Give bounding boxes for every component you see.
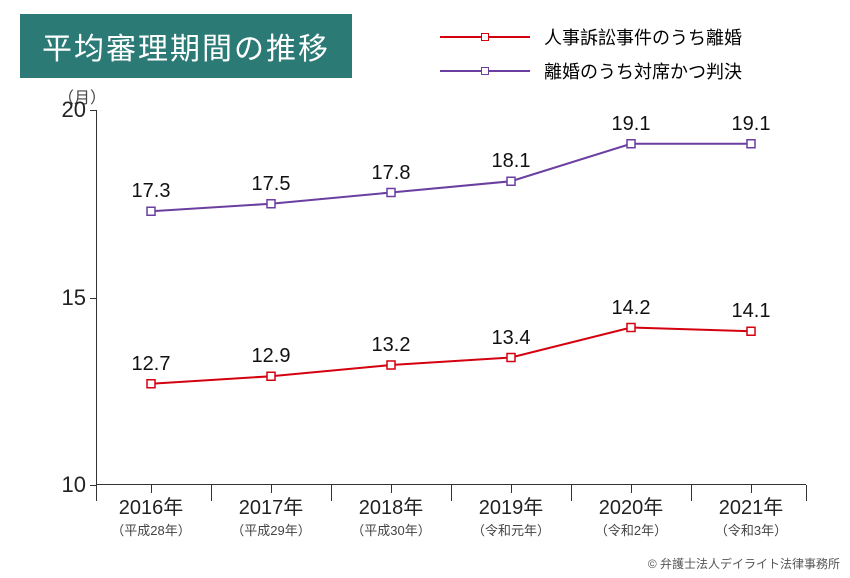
y-tick-mark: [90, 110, 96, 111]
x-tick: 2018年（平成30年）: [351, 485, 430, 539]
x-tick: 2019年（令和元年）: [472, 485, 550, 539]
legend-label: 離婚のうち対席かつ判決: [544, 58, 742, 84]
x-tick-year: 2019年: [472, 491, 550, 520]
series-marker: [507, 354, 515, 362]
x-tick-mark: [271, 485, 272, 493]
x-tick-era: （令和3年）: [715, 520, 787, 539]
x-tick-era: （平成29年）: [231, 520, 310, 539]
x-tick-mark: [631, 485, 632, 493]
x-tick-mark: [511, 485, 512, 493]
copyright: © 弁護士法人デイライト法律事務所: [648, 555, 840, 572]
legend-swatch-line: [440, 70, 530, 72]
data-label: 19.1: [732, 113, 771, 136]
x-tick: 2021年（令和3年）: [715, 485, 787, 539]
x-tick-year: 2017年: [231, 491, 310, 520]
x-tick-year: 2018年: [351, 491, 430, 520]
legend: 人事訴訟事件のうち離婚 離婚のうち対席かつ判決: [440, 24, 742, 92]
chart-area: 1015202016年（平成28年）2017年（平成29年）2018年（平成30…: [96, 110, 806, 485]
plot-svg: [96, 110, 806, 485]
data-label: 12.9: [252, 345, 291, 368]
x-tick-mark: [96, 485, 97, 501]
x-tick: 2017年（平成29年）: [231, 485, 310, 539]
series-marker: [627, 324, 635, 332]
legend-item: 離婚のうち対席かつ判決: [440, 58, 742, 84]
series-marker: [747, 140, 755, 148]
data-label: 13.4: [492, 327, 531, 350]
series-marker: [747, 327, 755, 335]
x-tick-era: （平成28年）: [111, 520, 190, 539]
data-label: 19.1: [612, 113, 651, 136]
legend-label: 人事訴訟事件のうち離婚: [544, 24, 742, 50]
series-line: [151, 328, 751, 384]
data-label: 18.1: [492, 150, 531, 173]
data-label: 17.5: [252, 173, 291, 196]
series-marker: [147, 380, 155, 388]
x-tick-mark: [151, 485, 152, 493]
x-tick-year: 2016年: [111, 491, 190, 520]
x-tick-year: 2021年: [715, 491, 787, 520]
legend-item: 人事訴訟事件のうち離婚: [440, 24, 742, 50]
series-marker: [627, 140, 635, 148]
data-label: 13.2: [372, 334, 411, 357]
series-marker: [387, 361, 395, 369]
x-tick-mark: [331, 485, 332, 501]
data-label: 12.7: [132, 353, 171, 376]
x-tick-mark: [211, 485, 212, 501]
data-label: 14.2: [612, 297, 651, 320]
x-tick-era: （令和元年）: [472, 520, 550, 539]
series-marker: [147, 207, 155, 215]
x-tick-mark: [571, 485, 572, 501]
x-tick-mark: [451, 485, 452, 501]
series-marker: [507, 177, 515, 185]
series-marker: [267, 372, 275, 380]
x-tick: 2020年（令和2年）: [595, 485, 667, 539]
legend-marker: [481, 33, 489, 41]
legend-marker: [481, 67, 489, 75]
series-marker: [387, 189, 395, 197]
x-tick-year: 2020年: [595, 491, 667, 520]
x-tick-mark: [691, 485, 692, 501]
data-label: 17.3: [132, 180, 171, 203]
x-tick-mark: [751, 485, 752, 493]
x-tick: 2016年（平成28年）: [111, 485, 190, 539]
data-label: 17.8: [372, 162, 411, 185]
chart-title: 平均審理期間の推移: [20, 14, 352, 78]
series-line: [151, 144, 751, 212]
data-label: 14.1: [732, 300, 771, 323]
x-tick-era: （令和2年）: [595, 520, 667, 539]
series-marker: [267, 200, 275, 208]
x-tick-era: （平成30年）: [351, 520, 430, 539]
legend-swatch-line: [440, 36, 530, 38]
y-tick-mark: [90, 298, 96, 299]
x-tick-mark: [806, 485, 807, 501]
x-tick-mark: [391, 485, 392, 493]
